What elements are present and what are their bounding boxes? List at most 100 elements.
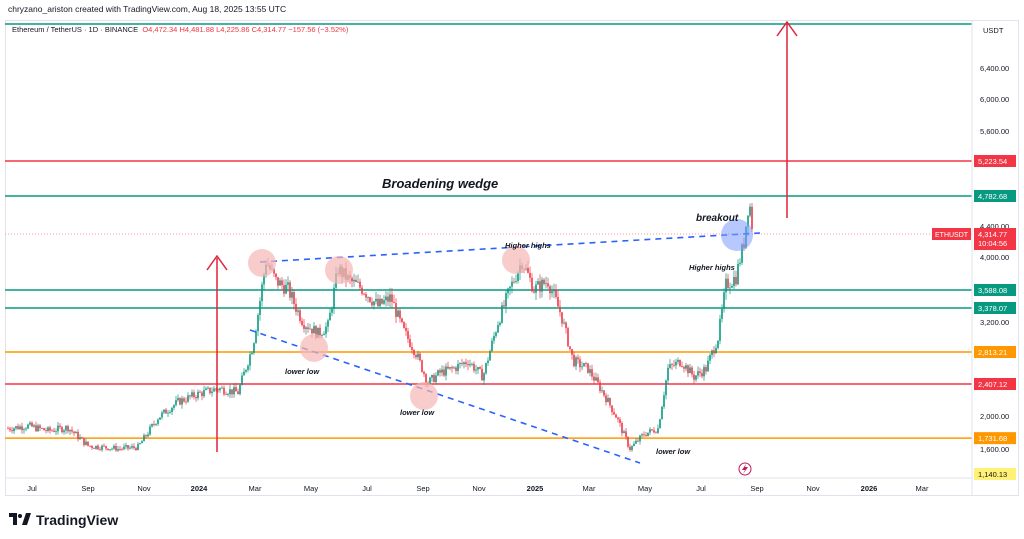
x-tick-label: Mar — [916, 484, 929, 493]
y-axis[interactable]: USDT 6,400.00 6,000.00 5,600.00 4,400.00 4,0… — [5, 20, 1009, 496]
candle-body — [127, 445, 129, 449]
candle-body — [301, 320, 303, 326]
candle-body — [655, 432, 657, 434]
candle-body — [405, 327, 407, 332]
chart-title: Broadening wedge — [382, 176, 498, 191]
candle-body — [151, 424, 153, 427]
annotations: Broadening wedge breakout Higher highs H… — [285, 176, 739, 456]
event-lightning-icon[interactable] — [738, 462, 752, 476]
candle-body — [433, 374, 435, 383]
candle-body — [407, 331, 409, 340]
candle-body — [251, 352, 253, 355]
candle-body — [727, 278, 729, 289]
candle-body — [355, 279, 357, 282]
candle-body — [369, 297, 371, 302]
tradingview-brand[interactable]: TradingView — [9, 512, 118, 528]
candle-body — [305, 327, 307, 329]
candle-body — [101, 445, 103, 450]
candle-body — [495, 332, 497, 336]
candle-body — [585, 363, 587, 364]
candle-body — [545, 283, 547, 285]
candle-body — [279, 280, 281, 286]
candle-body — [537, 281, 539, 285]
x-tick-label: Mar — [583, 484, 596, 493]
candle-body — [661, 406, 663, 420]
candle-body — [641, 434, 643, 436]
candle-body — [399, 310, 401, 319]
x-tick-label: Sep — [750, 484, 763, 493]
candle-body — [691, 367, 693, 375]
candle-body — [361, 287, 363, 294]
x-tick-label: 2026 — [861, 484, 878, 493]
candle-body — [659, 419, 661, 429]
x-tick-label: Mar — [249, 484, 262, 493]
current-price-label: 4,314.77 — [978, 230, 1007, 239]
brand-name: TradingView — [36, 512, 119, 528]
candle-body — [543, 279, 545, 284]
level-price-box — [974, 284, 1016, 296]
y-tick-label: 6,400.00 — [980, 64, 1009, 73]
candle-body — [669, 364, 671, 368]
candle-body — [461, 363, 463, 365]
ticker-label: ETHUSDT — [935, 232, 969, 239]
candle-body — [71, 429, 73, 432]
candle-body — [697, 371, 699, 376]
candle-body — [153, 424, 155, 425]
candle-body — [239, 384, 241, 395]
candle-body — [473, 363, 475, 371]
candle-body — [657, 428, 659, 433]
candle-body — [53, 430, 55, 432]
candle-body — [717, 340, 719, 348]
candle-body — [557, 296, 559, 307]
candle-body — [215, 388, 217, 390]
candle-body — [689, 367, 691, 374]
symbol-name[interactable]: Ethereum / TetherUS · 1D · BINANCE — [12, 25, 139, 34]
candle-body — [429, 377, 431, 385]
candle-body — [533, 291, 535, 293]
candle-body — [375, 298, 377, 302]
candle-body — [401, 318, 403, 323]
annotation-breakout: breakout — [696, 213, 739, 224]
candle-body — [243, 371, 245, 376]
candle-body — [259, 301, 261, 315]
candle-body — [135, 448, 137, 450]
candle-body — [451, 367, 453, 369]
candle-body — [21, 426, 23, 431]
candle-body — [449, 367, 451, 369]
candle-body — [141, 441, 143, 444]
candle-body — [315, 326, 317, 338]
candle-body — [609, 398, 611, 406]
candle-body — [509, 286, 511, 289]
y-tick-label: 1,600.00 — [980, 445, 1009, 454]
candle-body — [299, 310, 301, 321]
candle-body — [679, 359, 681, 367]
candle-body — [739, 262, 741, 264]
candle-body — [677, 359, 679, 362]
candle-body — [311, 328, 313, 334]
candle-body — [671, 364, 673, 365]
candle-body — [105, 446, 107, 449]
candle-body — [117, 449, 119, 451]
x-axis[interactable]: Jul Sep Nov 2024 Mar May Jul Sep Nov 2025 Mar May Ju… — [27, 484, 929, 493]
candle-body — [325, 326, 327, 334]
candle-body — [477, 367, 479, 370]
candle-body — [447, 366, 449, 369]
candle-body — [457, 364, 459, 371]
candle-body — [147, 434, 149, 437]
level-price-label: 2,813.21 — [978, 348, 1007, 357]
candle-body — [635, 440, 637, 444]
candle-body — [685, 365, 687, 369]
annotation-higher-highs: Higher highs — [505, 241, 551, 250]
candle-body — [19, 426, 21, 430]
candle-body — [219, 388, 221, 391]
candle-body — [571, 349, 573, 355]
x-tick-label: 2025 — [527, 484, 544, 493]
candle-body — [175, 400, 177, 406]
pivot-circle — [248, 249, 276, 277]
y-tick-label: 4,000.00 — [980, 253, 1009, 262]
candle-body — [73, 431, 75, 434]
candle-body — [61, 426, 63, 433]
candle-body — [569, 346, 571, 350]
candle-body — [125, 445, 127, 447]
